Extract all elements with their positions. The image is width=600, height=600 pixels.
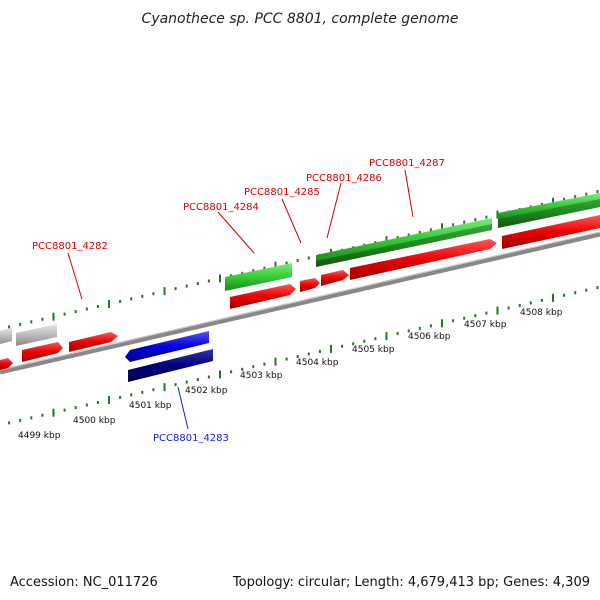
gene-label-4285[interactable]: PCC8801_4285 <box>244 187 320 198</box>
gene-label-4283[interactable]: PCC8801_4283 <box>153 433 229 444</box>
leader-4285 <box>281 198 302 244</box>
genome-backbone-highlight <box>0 231 600 371</box>
leader-4282 <box>67 252 83 300</box>
map-title: Cyanothece sp. PCC 8801, complete genome <box>142 11 459 27</box>
gene-gray-1[interactable] <box>0 328 12 345</box>
inner-tick-track <box>8 286 599 425</box>
gene-gray-2[interactable] <box>16 324 57 346</box>
leader-4284 <box>217 211 255 254</box>
leader-4287 <box>404 169 414 218</box>
kbp-label-4499: 4499 kbp <box>18 431 61 441</box>
kbp-label-4504: 4504 kbp <box>296 358 339 368</box>
kbp-label-4507: 4507 kbp <box>464 320 507 330</box>
gene-red-1[interactable] <box>0 358 13 370</box>
gene-green-5[interactable] <box>498 193 600 219</box>
kbp-label-4500: 4500 kbp <box>73 416 116 426</box>
gene-green-3[interactable] <box>316 218 492 261</box>
gene-track-reverse <box>125 331 213 382</box>
gene-pcc8801-4282[interactable] <box>69 332 118 352</box>
genome-backbone <box>0 231 600 375</box>
kbp-label-4502: 4502 kbp <box>185 386 228 396</box>
gene-pcc8801-4285[interactable] <box>300 278 320 292</box>
kbp-label-4506: 4506 kbp <box>408 332 451 342</box>
kbp-label-4508: 4508 kbp <box>520 308 563 318</box>
gene-pcc8801-4287[interactable] <box>350 239 497 280</box>
gene-red-right[interactable] <box>502 215 600 249</box>
kbp-label-4501: 4501 kbp <box>129 401 172 411</box>
gene-label-leaders <box>67 169 414 430</box>
leader-4286 <box>326 182 342 239</box>
gene-label-4286[interactable]: PCC8801_4286 <box>306 173 382 184</box>
topology-text: Topology: circular; Length: 4,679,413 bp… <box>232 575 590 590</box>
leader-4283 <box>177 386 189 430</box>
gene-pcc8801-4283-cds[interactable] <box>128 349 213 382</box>
kbp-label-4505: 4505 kbp <box>352 345 395 355</box>
gene-label-4282[interactable]: PCC8801_4282 <box>32 241 108 252</box>
gene-pcc8801-4283[interactable] <box>125 331 209 362</box>
gene-label-4287[interactable]: PCC8801_4287 <box>369 158 445 169</box>
gene-pcc8801-4286[interactable] <box>321 270 349 286</box>
gene-track-forward <box>0 193 600 370</box>
gene-label-4284[interactable]: PCC8801_4284 <box>183 202 259 213</box>
gene-pcc8801-4284[interactable] <box>230 284 296 309</box>
kbp-label-4503: 4503 kbp <box>240 371 283 381</box>
kbp-scale-labels: 4499 kbp 4500 kbp 4501 kbp 4502 kbp 4503… <box>18 308 563 441</box>
gene-green-1[interactable] <box>225 263 292 291</box>
gene-labels: PCC8801_4282 PCC8801_4283 PCC8801_4284 P… <box>32 158 445 444</box>
accession-text: Accession: NC_011726 <box>10 575 158 590</box>
gene-red-2[interactable] <box>22 342 63 362</box>
